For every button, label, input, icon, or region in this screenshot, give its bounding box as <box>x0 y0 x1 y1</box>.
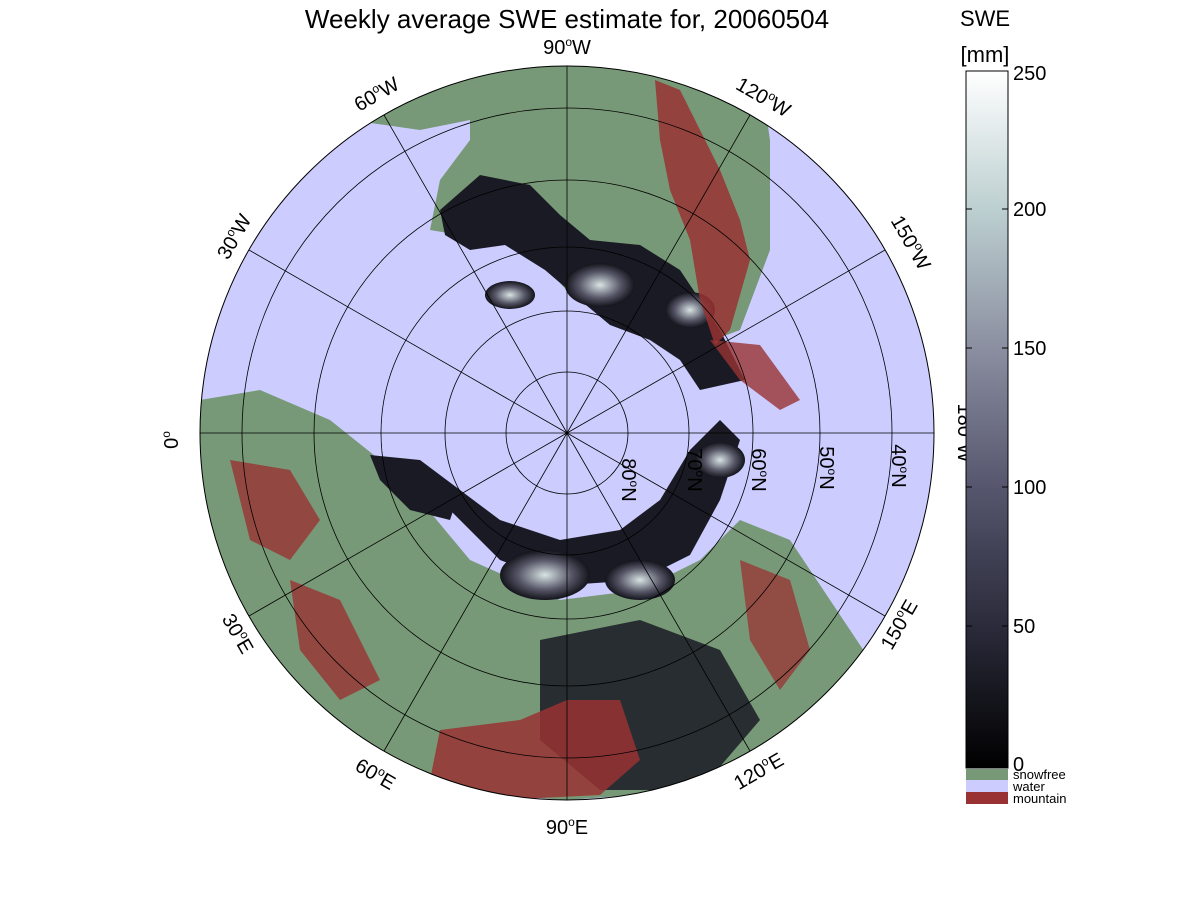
snow-scandinavia <box>370 455 460 520</box>
mountain-east-asia <box>740 560 810 690</box>
graticule-meridians <box>200 66 934 800</box>
category-label-mountain: mountain <box>1013 791 1066 806</box>
colorbar-tick-200: 200 <box>1013 199 1046 221</box>
colorbar-title-line2: [mm] <box>961 42 1010 67</box>
parallel-label-80n: 80oN <box>617 458 641 501</box>
snow-highlight-chukotka <box>695 442 745 478</box>
mountain-alaska <box>710 340 800 410</box>
meridian-label-90w: 90oW <box>543 35 591 59</box>
category-label-water: water <box>1012 779 1045 794</box>
colorbar-tick-250: 250 <box>1013 63 1046 85</box>
map-title: Weekly average SWE estimate for, 2006050… <box>305 4 829 34</box>
meridian-label-0: 0o <box>159 431 183 449</box>
colorbar-tick-0: 0 <box>1013 754 1024 776</box>
colorbar-tick-100: 100 <box>1013 477 1046 499</box>
colorbar-tick-150: 150 <box>1013 338 1046 360</box>
snow-highlight-central-siberia <box>500 550 590 600</box>
snow-highlight-hudson <box>565 263 635 307</box>
parallel-label-60n: 60oN <box>747 448 771 491</box>
colorbar-ticks: 0 50 100 150 200 250 <box>966 63 1046 776</box>
mountain-himalaya <box>430 700 640 800</box>
colorbar-title-line1: SWE <box>960 6 1010 31</box>
meridian-label-90e: 90oE <box>546 815 588 839</box>
map-frame <box>199 65 935 801</box>
mountain-caucasus <box>290 580 380 700</box>
mountain-rockies <box>655 80 750 345</box>
snow-siberia <box>390 420 740 585</box>
parallel-label-70n: 70oN <box>683 448 707 491</box>
snow-highlight-baffin <box>485 281 535 309</box>
colorbar-tick-50: 50 <box>1013 616 1035 638</box>
colorbar: SWE [mm] 0 50 100 150 200 250 snowfree w… <box>960 6 1067 806</box>
category-swatch-mountain <box>966 792 1008 804</box>
mountain-alps <box>230 460 320 560</box>
colorbar-gradient <box>965 70 1009 769</box>
category-swatch-snowfree <box>966 769 1008 780</box>
parallel-label-50n: 50oN <box>815 446 839 489</box>
snow-highlight-east-siberia <box>605 560 675 600</box>
meridian-label-60e: 60oE <box>351 753 400 795</box>
parallel-label-40n: 40oN <box>887 444 911 487</box>
category-label-snowfree: snowfree <box>1013 767 1066 782</box>
parallel-labels: 80oN 70oN 60oN 50oN 40oN <box>617 444 911 501</box>
polar-map <box>200 66 934 800</box>
colorbar-categories: snowfree water mountain <box>966 767 1066 806</box>
category-swatch-water <box>966 780 1008 792</box>
